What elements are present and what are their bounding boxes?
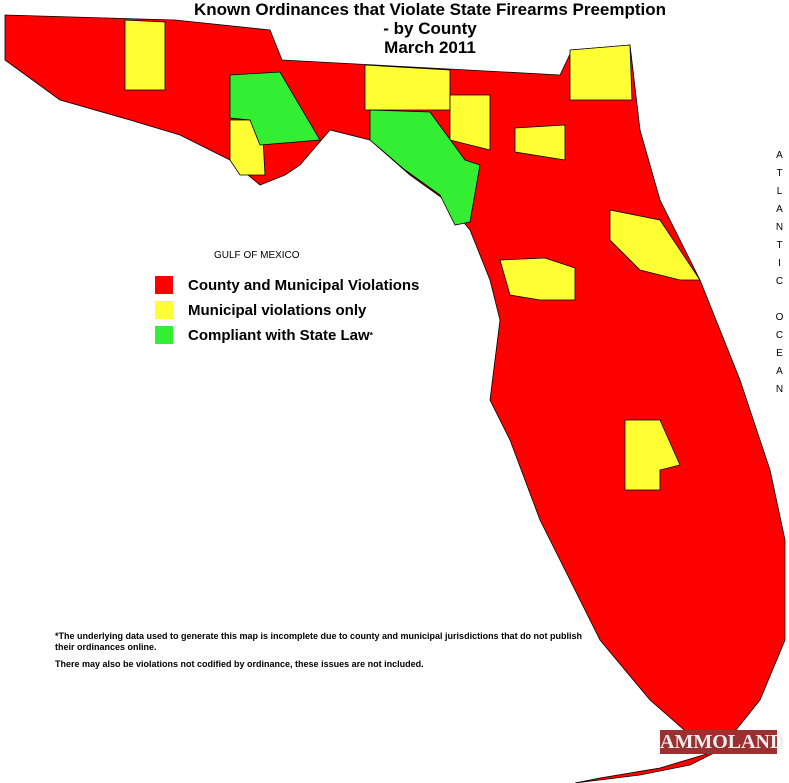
county xyxy=(624,419,681,491)
county xyxy=(229,71,321,146)
legend-item: Municipal violations only xyxy=(155,301,366,319)
ocean-label: ATLANTIC OCEAN xyxy=(774,150,785,402)
footnote: There may also be violations not codifie… xyxy=(55,659,424,669)
county xyxy=(499,257,576,301)
legend-swatch xyxy=(155,301,173,319)
legend-swatch xyxy=(155,276,173,294)
county xyxy=(569,44,633,101)
watermark: AMMOLAND xyxy=(660,730,785,754)
gulf-label: GULF OF MEXICO xyxy=(214,250,300,261)
county xyxy=(449,94,491,151)
title-line: - by County xyxy=(383,19,477,38)
legend-label: Municipal violations only xyxy=(188,301,367,319)
legend-label: Compliant with State Law xyxy=(188,326,370,344)
title-line: Known Ordinances that Violate State Fire… xyxy=(193,0,667,19)
county xyxy=(124,19,166,91)
legend-item: County and Municipal Violations xyxy=(155,276,419,294)
legend-note-mark: * xyxy=(369,330,373,340)
keys xyxy=(574,749,721,783)
county xyxy=(364,64,451,111)
legend-label: County and Municipal Violations xyxy=(188,276,420,294)
legend-item: Compliant with State Law * xyxy=(155,326,373,344)
county xyxy=(514,124,566,161)
legend-swatch xyxy=(155,326,173,344)
footnote: *The underlying data used to generate th… xyxy=(55,631,583,652)
county xyxy=(369,109,481,226)
title-line: March 2011 xyxy=(384,38,476,57)
county xyxy=(609,209,701,281)
state-shape xyxy=(4,14,786,751)
